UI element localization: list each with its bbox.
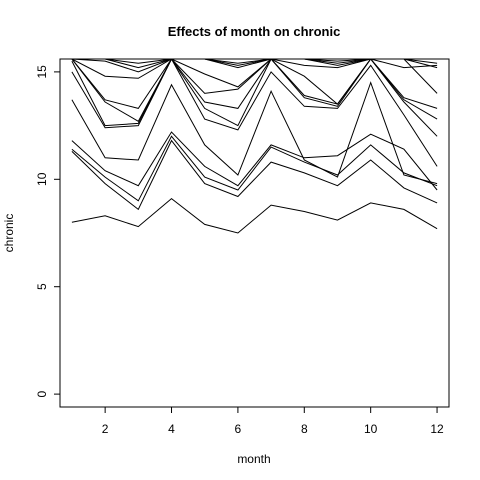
series-line-1 bbox=[71, 197, 438, 234]
y-axis-label: chronic bbox=[2, 214, 16, 253]
series-line-3 bbox=[71, 135, 438, 202]
x-tick-label-4: 4 bbox=[168, 422, 175, 436]
series-line-6 bbox=[71, 59, 438, 167]
plot-frame bbox=[59, 58, 450, 408]
y-axis: 0 5 10 15 bbox=[35, 65, 60, 397]
series-line-11 bbox=[71, 59, 438, 69]
x-axis: 2 4 6 8 10 12 bbox=[102, 407, 444, 436]
series-line-12 bbox=[71, 59, 438, 64]
series-line-2 bbox=[71, 139, 438, 211]
x-tick-label-8: 8 bbox=[301, 422, 308, 436]
y-tick-label-5: 5 bbox=[35, 283, 49, 290]
series-line-9 bbox=[71, 59, 438, 109]
x-tick-label-12: 12 bbox=[430, 422, 444, 436]
x-tick-label-2: 2 bbox=[102, 422, 109, 436]
series-line-5 bbox=[71, 81, 438, 185]
series-layer bbox=[71, 59, 438, 234]
y-tick-label-15: 15 bbox=[35, 65, 49, 79]
series-line-7 bbox=[71, 59, 438, 137]
x-axis-label: month bbox=[237, 452, 270, 466]
x-tick-label-6: 6 bbox=[235, 422, 242, 436]
series-line-13 bbox=[71, 59, 438, 88]
series-line-4 bbox=[71, 131, 438, 191]
y-tick-label-0: 0 bbox=[35, 390, 49, 397]
x-tick-label-10: 10 bbox=[364, 422, 378, 436]
series-line-10 bbox=[71, 59, 438, 94]
chart-title: Effects of month on chronic bbox=[168, 24, 341, 39]
y-tick-label-10: 10 bbox=[35, 172, 49, 186]
